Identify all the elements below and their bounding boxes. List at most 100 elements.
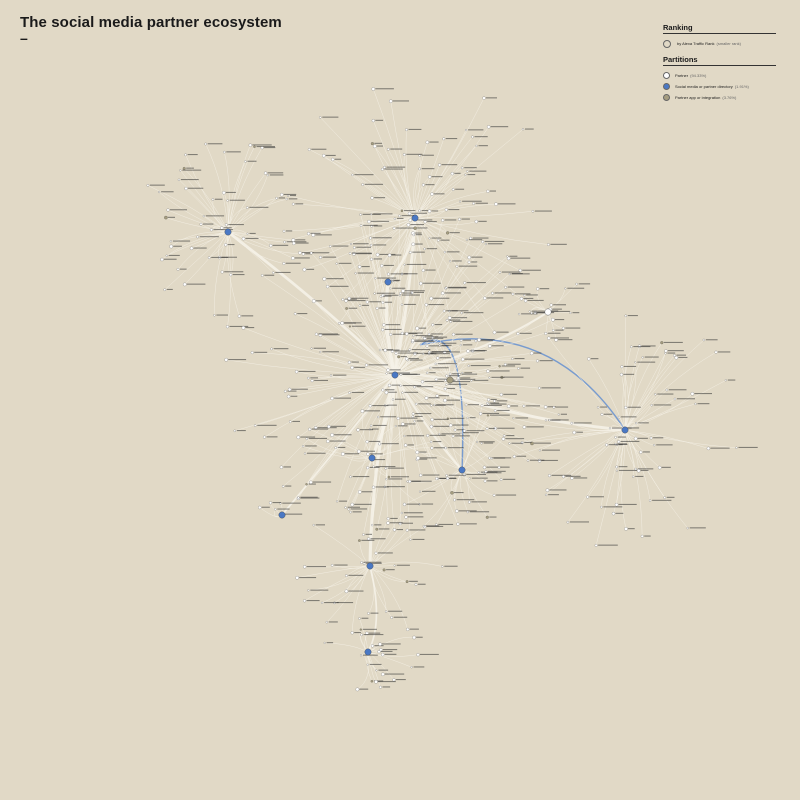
edge — [439, 379, 451, 435]
node-label-mark — [402, 522, 413, 524]
partition-share: (94.33%) — [690, 73, 707, 78]
node — [459, 200, 462, 203]
edge — [414, 203, 497, 219]
node-label-mark — [186, 167, 194, 169]
node-label-mark — [618, 466, 628, 468]
node — [407, 211, 412, 216]
node — [434, 377, 438, 381]
node-label-mark — [431, 351, 444, 353]
node — [389, 287, 392, 290]
node-label-mark — [426, 337, 444, 339]
edge — [346, 565, 371, 592]
edge — [394, 241, 483, 376]
node-label-mark — [339, 500, 347, 502]
node-label-mark — [439, 395, 450, 397]
edge — [394, 374, 547, 421]
node — [466, 170, 469, 173]
edge — [414, 189, 454, 219]
node — [381, 167, 384, 171]
node — [422, 525, 425, 528]
node — [446, 476, 450, 480]
node-label-mark — [503, 393, 517, 395]
node-label-mark — [642, 451, 650, 453]
node — [639, 450, 643, 454]
node — [372, 465, 375, 468]
node-label-mark — [404, 391, 419, 393]
node — [429, 366, 432, 370]
node — [384, 467, 387, 470]
node-label-mark — [330, 425, 346, 427]
node — [369, 236, 372, 240]
edge — [624, 339, 705, 431]
node — [179, 169, 182, 172]
node — [430, 417, 434, 422]
node-label-mark — [347, 506, 360, 508]
node — [220, 270, 224, 274]
node-label-mark — [408, 128, 422, 130]
node — [654, 393, 657, 396]
node-label-mark — [181, 179, 199, 181]
node — [416, 456, 420, 460]
edge — [414, 145, 477, 219]
node — [335, 262, 338, 265]
edge — [624, 429, 655, 446]
node — [283, 389, 287, 393]
node — [512, 417, 515, 420]
node — [370, 424, 373, 427]
node — [466, 416, 469, 419]
node — [416, 653, 420, 657]
node — [419, 490, 421, 493]
node-label-mark — [429, 372, 436, 374]
node — [408, 251, 412, 254]
node-label-mark — [266, 436, 278, 438]
node — [421, 268, 425, 272]
node-label-mark — [314, 379, 328, 381]
edge — [427, 435, 463, 471]
node — [451, 332, 456, 337]
node — [474, 339, 478, 343]
node — [319, 116, 322, 119]
node — [518, 313, 521, 316]
partition-label: Social media or partner directory — [675, 84, 733, 89]
node — [414, 583, 418, 586]
node — [183, 282, 187, 287]
node-label-mark — [677, 398, 695, 400]
edge — [336, 263, 396, 376]
node — [641, 356, 644, 359]
ranking-circle-icon — [663, 39, 671, 48]
ranking-row: by Alexa Traffic Rank (smaller rank) — [663, 38, 776, 49]
node-label-mark — [236, 430, 246, 432]
node-label-mark — [394, 372, 410, 374]
node-label-mark — [199, 236, 219, 238]
edge — [394, 319, 554, 376]
edge — [624, 315, 627, 431]
node-label-mark — [505, 438, 525, 440]
node-label-mark — [487, 480, 498, 482]
node — [449, 260, 452, 263]
node-label-mark — [363, 634, 384, 636]
node — [664, 352, 667, 355]
node-label-mark — [516, 455, 527, 457]
node — [367, 219, 371, 224]
node — [322, 154, 326, 158]
edge — [545, 429, 626, 496]
node-label-mark — [371, 220, 390, 222]
node-label-mark — [539, 360, 553, 362]
node — [485, 515, 489, 519]
partition-share: (1.91%) — [734, 84, 749, 89]
node-label-mark — [362, 628, 377, 630]
node-label-mark — [656, 444, 673, 446]
node-label-mark — [667, 350, 684, 352]
edge — [178, 179, 229, 233]
node-label-mark — [433, 297, 450, 299]
node-label-mark — [533, 352, 542, 354]
edge — [370, 245, 396, 376]
node-label-mark — [369, 663, 382, 665]
node — [169, 240, 172, 243]
node — [451, 188, 455, 191]
node — [686, 527, 689, 530]
node-label-mark — [310, 377, 318, 379]
node-label-mark — [300, 497, 320, 499]
edge — [403, 154, 416, 219]
node — [392, 528, 397, 532]
